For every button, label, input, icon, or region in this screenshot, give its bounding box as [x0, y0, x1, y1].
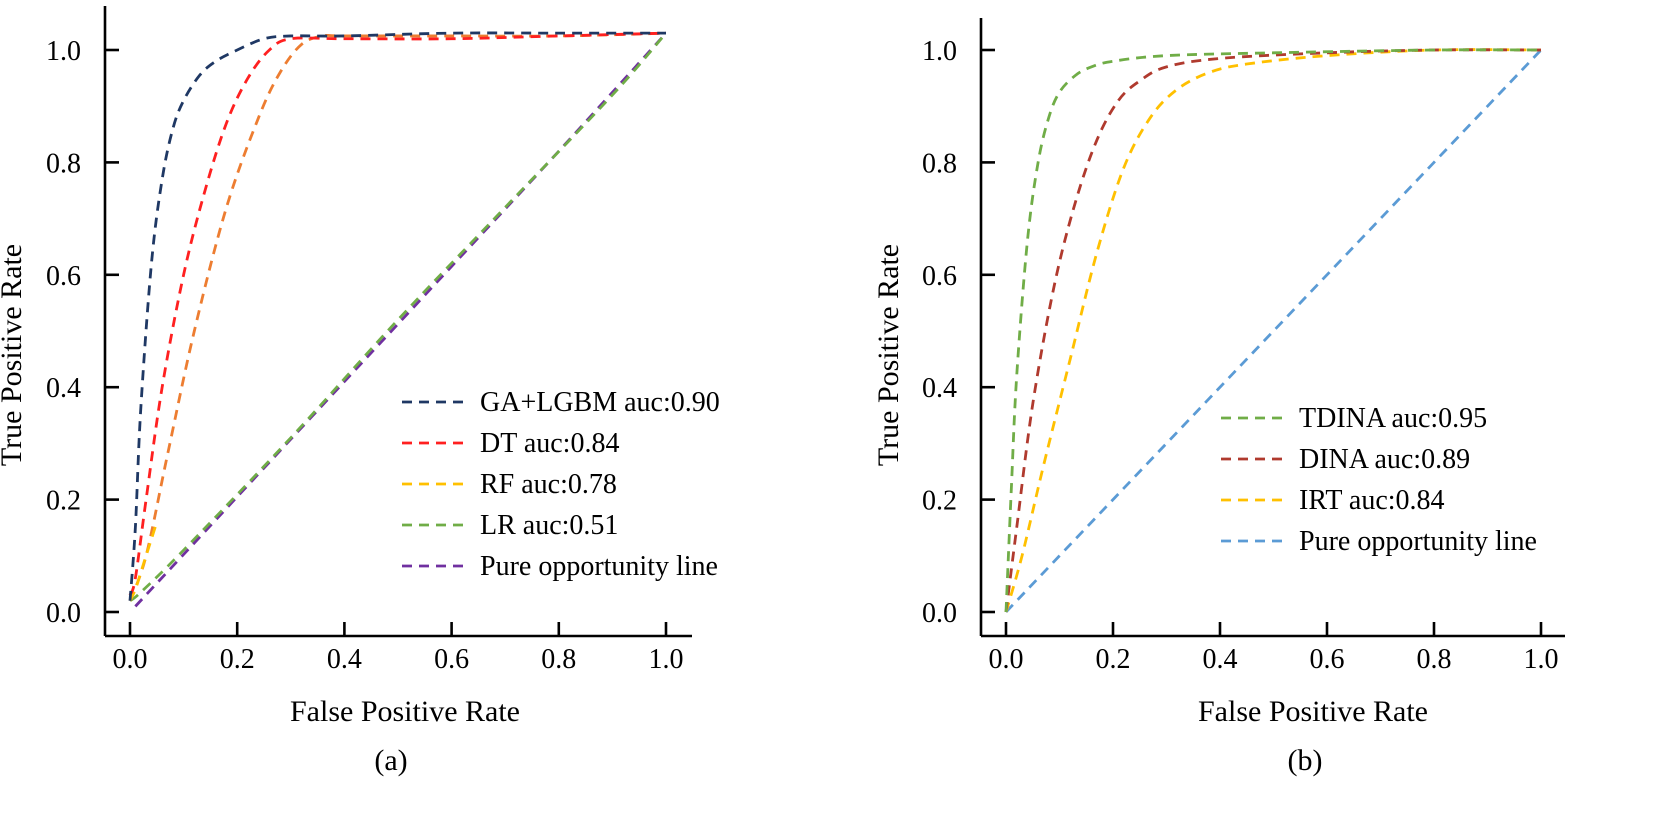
x-tick-label: 1.0	[649, 644, 684, 675]
y-tick-label: 0.4	[922, 373, 957, 404]
roc-panel-b: 0.0 0.2 0.4 0.6 0.8 1.0 0.0 0.2 0.4 0.6 0.8 1.0 Fal…	[872, 18, 1565, 777]
curves	[1004, 48, 1543, 613]
legend-entry: LR auc:0.51	[480, 510, 618, 541]
series-line	[128, 31, 667, 602]
series-line	[128, 31, 667, 596]
x-tick-label: 0.8	[541, 644, 576, 675]
y-tick-label: 0.6	[922, 261, 957, 292]
x-axis-label: False Positive Rate	[1198, 695, 1428, 728]
x-tick-label: 0.8	[1417, 644, 1452, 675]
legend: TDINA auc:0.95 DINA auc:0.89 IRT auc:0.84 P…	[1221, 403, 1537, 557]
legend: GA+LGBM auc:0.90 DT auc:0.84 RF auc:0.78 LR…	[402, 387, 720, 582]
y-tick-label: 0.8	[922, 148, 957, 179]
series-line	[128, 31, 666, 601]
series-line	[1004, 49, 1543, 613]
x-tick-label: 0.4	[327, 644, 362, 675]
legend-entry: Pure opportunity line	[480, 551, 718, 582]
x-tick-label: 0.6	[1310, 644, 1345, 675]
x-tick-label: 0.4	[1203, 644, 1238, 675]
subfigure-label: (a)	[374, 744, 407, 777]
y-axis-label: True Positive Rate	[0, 244, 28, 466]
legend-entry: DINA auc:0.89	[1299, 444, 1470, 475]
series-line	[1004, 48, 1542, 613]
y-tick-label: 1.0	[922, 36, 957, 67]
roc-panel-a: 0.0 0.2 0.4 0.6 0.8 1.0 0.0 0.2 0.4 0.6 0.8 1.0 Fal…	[0, 6, 720, 777]
ticks: 0.0 0.2 0.4 0.6 0.8 1.0 0.0 0.2 0.4 0.6 0.8 1.0	[922, 36, 1559, 675]
series-line	[128, 521, 159, 602]
y-axis-label: True Positive Rate	[872, 244, 905, 466]
x-tick-label: 1.0	[1524, 644, 1559, 675]
y-tick-label: 0.2	[922, 486, 957, 517]
y-tick-label: 0.0	[922, 598, 957, 629]
x-tick-label: 0.2	[1096, 644, 1131, 675]
series-line	[1004, 48, 1542, 613]
x-axis-label: False Positive Rate	[290, 695, 520, 728]
curves	[128, 31, 668, 608]
series-line	[1004, 48, 1542, 613]
x-tick-label: 0.6	[434, 644, 469, 675]
y-tick-label: 0.2	[46, 486, 81, 517]
ticks: 0.0 0.2 0.4 0.6 0.8 1.0 0.0 0.2 0.4 0.6 0.8 1.0	[46, 36, 684, 675]
legend-entry: Pure opportunity line	[1299, 526, 1537, 557]
legend-entry: TDINA auc:0.95	[1299, 403, 1487, 434]
y-tick-label: 0.4	[46, 373, 81, 404]
legend-entry: RF auc:0.78	[480, 469, 617, 500]
legend-entry: IRT auc:0.84	[1299, 485, 1445, 516]
subfigure-label: (b)	[1288, 744, 1323, 777]
x-tick-label: 0.0	[989, 644, 1024, 675]
legend-entry: GA+LGBM auc:0.90	[480, 387, 720, 418]
x-tick-label: 0.0	[113, 644, 148, 675]
y-tick-label: 0.8	[46, 148, 81, 179]
y-tick-label: 1.0	[46, 36, 81, 67]
legend-entry: DT auc:0.84	[480, 428, 619, 459]
series-line	[129, 32, 668, 602]
y-tick-label: 0.0	[46, 598, 81, 629]
y-tick-label: 0.6	[46, 261, 81, 292]
x-tick-label: 0.2	[220, 644, 255, 675]
